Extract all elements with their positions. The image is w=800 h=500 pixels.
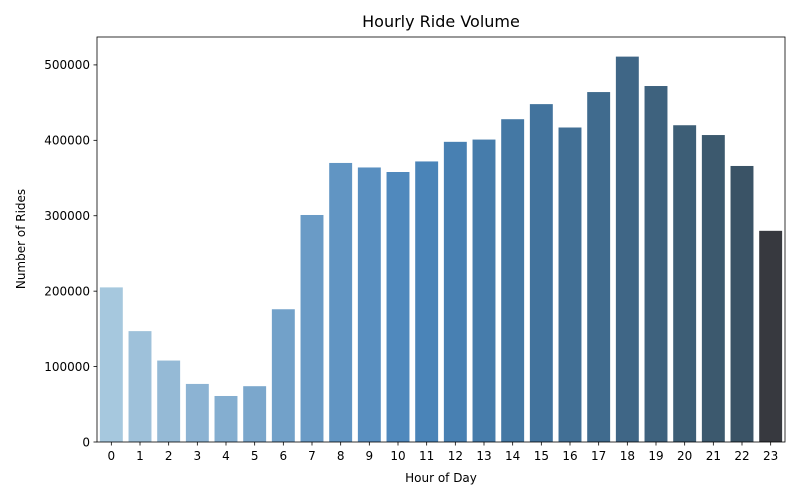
bar-hour-20 [673,125,697,443]
y-tick-label: 0 [82,435,90,449]
x-axis-label: Hour of Day [405,471,477,485]
x-tick-label: 22 [734,449,749,463]
x-tick-label: 18 [620,449,635,463]
bar-hour-9 [357,167,381,442]
x-tick-label: 13 [476,449,491,463]
bar-hour-17 [587,92,611,442]
bar-hour-5 [243,386,267,442]
x-tick-label: 6 [280,449,288,463]
bar-hour-12 [443,141,467,442]
bar-hour-23 [759,230,783,442]
bar-hour-2 [157,360,181,442]
y-axis-label: Number of Rides [14,189,28,289]
bar-hour-11 [415,161,439,442]
x-tick-label: 5 [251,449,259,463]
x-tick-label: 8 [337,449,345,463]
bar-hour-14 [501,119,525,443]
bars [99,56,783,443]
bar-hour-18 [615,56,639,443]
y-axis-ticks: 0 100000 200000 300000 400000 500000 [44,58,97,449]
x-tick-label: 12 [448,449,463,463]
x-axis-ticks: 0 1 2 3 4 5 6 7 8 9 10 11 12 13 14 15 16 17 18 19 20 21 22 23 [108,442,778,463]
x-tick-label: 9 [366,449,374,463]
x-tick-label: 23 [763,449,778,463]
bar-hour-13 [472,139,496,442]
bar-hour-0 [99,287,123,442]
y-tick-label: 500000 [44,58,90,72]
x-tick-label: 11 [419,449,434,463]
bar-hour-15 [529,104,553,443]
x-tick-label: 21 [706,449,721,463]
x-tick-label: 15 [534,449,549,463]
x-tick-label: 17 [591,449,606,463]
bar-hour-16 [558,127,582,442]
x-tick-label: 1 [136,449,144,463]
x-tick-label: 2 [165,449,173,463]
chart-title: Hourly Ride Volume [362,12,520,31]
x-tick-label: 20 [677,449,692,463]
bar-hour-10 [386,172,410,442]
x-tick-label: 4 [222,449,230,463]
y-tick-label: 200000 [44,284,90,298]
axes-frame [96,36,786,443]
bar-hour-3 [185,383,209,442]
x-tick-label: 14 [505,449,520,463]
bar-hour-4 [214,395,238,442]
bar-hour-19 [644,86,668,443]
bar-hour-1 [128,331,152,442]
bar-hour-6 [271,309,295,442]
x-tick-label: 7 [308,449,316,463]
x-tick-label: 3 [194,449,202,463]
x-tick-label: 10 [390,449,405,463]
bar-hour-7 [300,214,324,442]
x-tick-label: 19 [648,449,663,463]
bar-hour-22 [730,165,754,442]
x-tick-label: 16 [562,449,577,463]
y-tick-label: 100000 [44,360,90,374]
bar-hour-21 [701,135,725,443]
bar-hour-8 [329,162,353,442]
x-tick-label: 0 [108,449,116,463]
y-tick-label: 400000 [44,134,90,148]
y-tick-label: 300000 [44,209,90,223]
